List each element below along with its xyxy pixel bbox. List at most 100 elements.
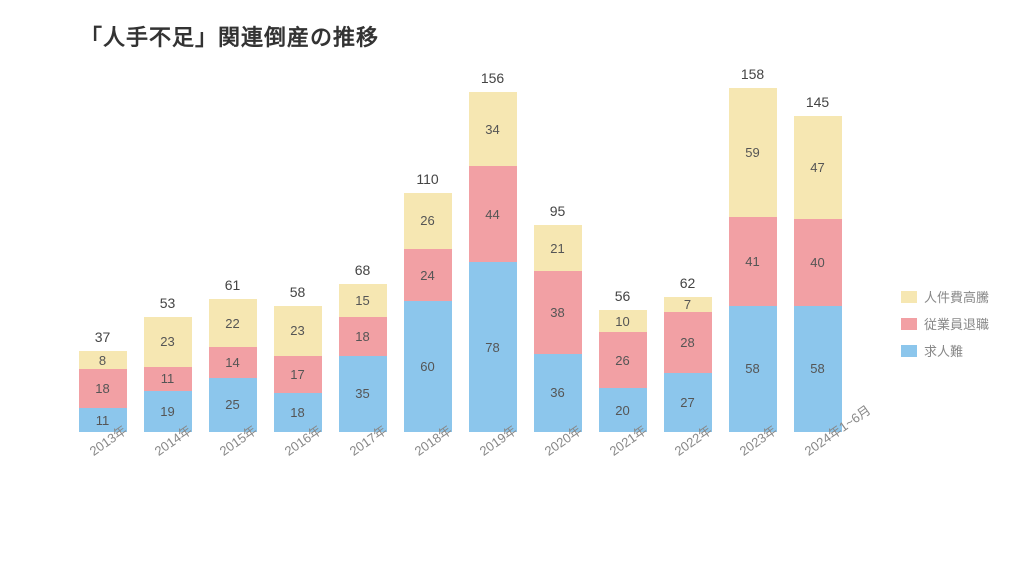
bar-segment-label: 59 xyxy=(745,145,759,160)
bar-total-label: 58 xyxy=(274,284,322,300)
bar-stack: 35 18 15 xyxy=(339,284,387,432)
bar-total-label: 68 xyxy=(339,262,387,278)
bar-stack: 60 24 26 xyxy=(404,193,452,432)
bar-segment-label: 8 xyxy=(99,353,106,368)
bar-segment-label: 10 xyxy=(615,314,629,329)
bar-segment-label: 26 xyxy=(615,353,629,368)
bar-segment-kyujin: 58 xyxy=(729,306,777,432)
bar-segment-label: 44 xyxy=(485,207,499,222)
bar-segment-label: 78 xyxy=(485,340,499,355)
bar-segment-taishoku: 17 xyxy=(274,356,322,393)
bar-segment-kyujin: 78 xyxy=(469,262,517,432)
bar-segment-taishoku: 38 xyxy=(534,271,582,354)
bar-segment-taishoku: 18 xyxy=(79,369,127,408)
bar-total-label: 37 xyxy=(79,329,127,345)
bar-segment-kyujin: 58 xyxy=(794,306,842,432)
legend-item-jinken: 人件費高騰 xyxy=(901,287,989,306)
bar-total-label: 61 xyxy=(209,277,257,293)
bar-segment-label: 36 xyxy=(550,385,564,400)
bar-group: 6227287 xyxy=(664,297,712,432)
legend-swatch xyxy=(901,318,917,330)
legend-label: 人件費高騰 xyxy=(924,287,989,306)
bar-segment-taishoku: 24 xyxy=(404,249,452,301)
bar-segment-label: 23 xyxy=(160,334,174,349)
bar-total-label: 95 xyxy=(534,203,582,219)
bar-group: 145584047 xyxy=(794,116,842,432)
bar-segment-kyujin: 60 xyxy=(404,301,452,432)
bar-segment-label: 11 xyxy=(96,413,110,428)
bar-group: 58181723 xyxy=(274,306,322,432)
legend-label: 従業員退職 xyxy=(924,314,989,333)
bar-segment-jinken: 23 xyxy=(274,306,322,356)
bar-segment-label: 58 xyxy=(810,361,824,376)
bar-stack: 19 11 23 xyxy=(144,317,192,432)
chart-wrap: 3711188531911236125142258181723683518151… xyxy=(70,62,984,482)
bar-segment-label: 26 xyxy=(420,213,434,228)
bar-segment-jinken: 8 xyxy=(79,351,127,368)
bar-stack: 251422 xyxy=(209,299,257,432)
bar-segment-label: 41 xyxy=(745,254,759,269)
bar-stack: 36 38 21 xyxy=(534,225,582,432)
bar-segment-jinken: 7 xyxy=(664,297,712,312)
bar-segment-label: 11 xyxy=(161,371,175,386)
bar-segment-taishoku: 28 xyxy=(664,312,712,373)
bar-segment-label: 28 xyxy=(680,335,694,350)
bar-segment-label: 58 xyxy=(745,361,759,376)
plot-area: 3711188531911236125142258181723683518151… xyxy=(70,62,850,482)
bar-segment-jinken: 21 xyxy=(534,225,582,271)
bar-group: 110602426 xyxy=(404,193,452,432)
bar-total-label: 110 xyxy=(404,171,452,187)
bar-group: 156784434 xyxy=(469,92,517,432)
bar-segment-jinken: 34 xyxy=(469,92,517,166)
bar-total-label: 158 xyxy=(729,66,777,82)
bar-segment-taishoku: 40 xyxy=(794,219,842,306)
bar-total-label: 156 xyxy=(469,70,517,86)
bar-segment-label: 18 xyxy=(290,405,304,420)
bar-total-label: 62 xyxy=(664,275,712,291)
bar-segment-label: 24 xyxy=(420,268,434,283)
bar-segment-label: 17 xyxy=(290,367,304,382)
bar-segment-label: 23 xyxy=(290,323,304,338)
bar-segment-label: 15 xyxy=(355,293,369,308)
bar-stack: 18 17 23 xyxy=(274,306,322,432)
bar-segment-label: 47 xyxy=(810,160,824,175)
legend-swatch xyxy=(901,291,917,303)
legend: 人件費高騰従業員退職求人難 xyxy=(901,287,989,360)
bar-segment-label: 18 xyxy=(95,381,109,396)
bar-segment-label: 60 xyxy=(420,359,434,374)
bar-segment-label: 7 xyxy=(684,297,691,312)
bar-segment-jinken: 10 xyxy=(599,310,647,332)
bar-segment-taishoku: 11 xyxy=(144,367,192,391)
bar-segment-jinken: 59 xyxy=(729,88,777,216)
bar-group: 53191123 xyxy=(144,317,192,432)
chart-container: 「人手不足」関連倒産の推移 37111885319112361251422581… xyxy=(0,0,1024,576)
bar-segment-label: 19 xyxy=(160,404,174,419)
bar-group: 68351815 xyxy=(339,284,387,432)
bar-total-label: 145 xyxy=(794,94,842,110)
bar-total-label: 56 xyxy=(599,288,647,304)
bar-segment-jinken: 23 xyxy=(144,317,192,367)
bar-segment-taishoku: 18 xyxy=(339,317,387,356)
bar-segment-taishoku: 41 xyxy=(729,217,777,306)
bar-segment-jinken: 15 xyxy=(339,284,387,317)
bar-stack: 27287 xyxy=(664,297,712,432)
bar-stack: 78 44 34 xyxy=(469,92,517,432)
bar-segment-taishoku: 44 xyxy=(469,166,517,262)
bar-segment-label: 35 xyxy=(355,386,369,401)
bar-segment-label: 34 xyxy=(485,122,499,137)
bar-stack: 58 41 59 xyxy=(729,88,777,432)
bar-segment-jinken: 47 xyxy=(794,116,842,218)
bar-group: 56202610 xyxy=(599,310,647,432)
bar-stack: 202610 xyxy=(599,310,647,432)
legend-label: 求人難 xyxy=(924,341,963,360)
bar-group: 61251422 xyxy=(209,299,257,432)
bar-segment-label: 14 xyxy=(225,355,239,370)
legend-item-kyujin: 求人難 xyxy=(901,341,989,360)
bar-segment-label: 25 xyxy=(225,397,239,412)
legend-swatch xyxy=(901,345,917,357)
bar-group: 95363821 xyxy=(534,225,582,432)
bar-segment-taishoku: 14 xyxy=(209,347,257,377)
bar-segment-taishoku: 26 xyxy=(599,332,647,389)
bar-segment-label: 38 xyxy=(550,305,564,320)
bar-segment-label: 21 xyxy=(550,241,564,256)
